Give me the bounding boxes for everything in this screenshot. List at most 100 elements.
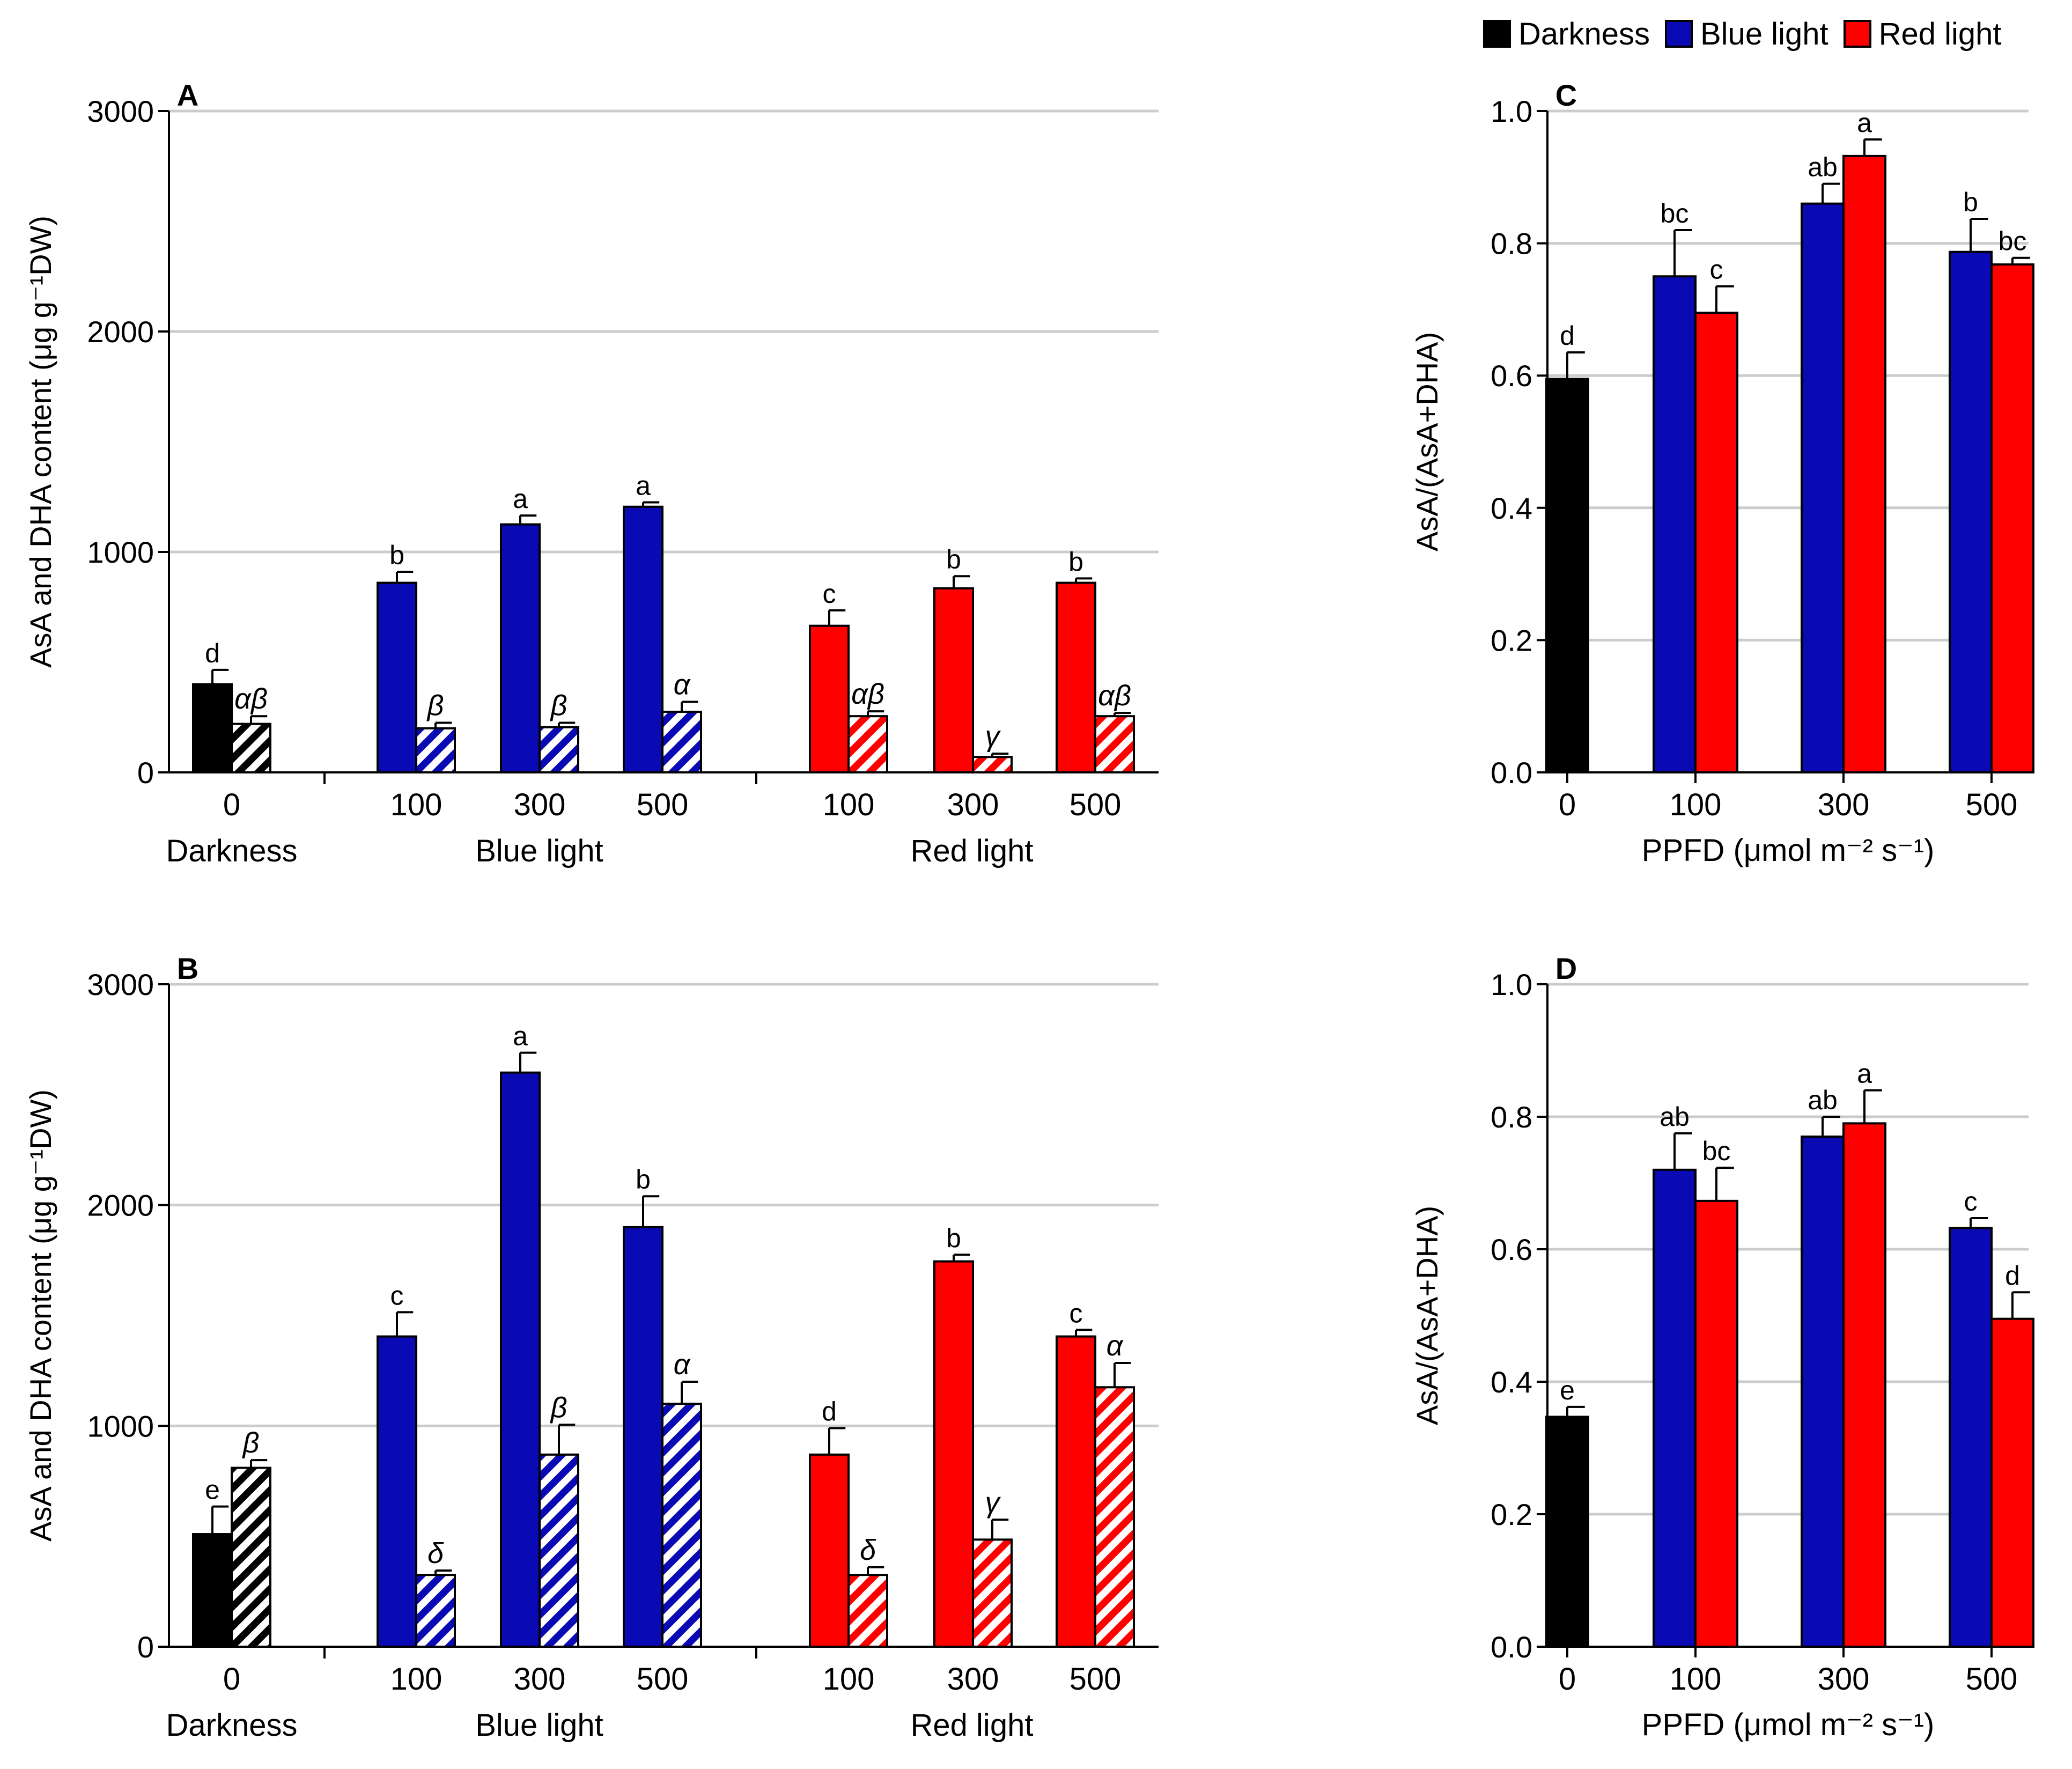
legend-label-blue-light: Blue light — [1700, 16, 1828, 51]
panel-a-dha-significance-label: γ — [985, 720, 1001, 753]
panel-c-blue-light-ratio-significance-label: bc — [1661, 198, 1689, 229]
legend-swatch-darkness — [1483, 20, 1511, 48]
legend-item-darkness: Darkness — [1483, 16, 1650, 52]
panel-a-asa-significance-label: b — [946, 544, 961, 574]
panel-a-group-label-red-light: Red light — [911, 834, 1034, 868]
panel-b-xtick-label: 500 — [1070, 1662, 1122, 1697]
panel-b-ytick-label: 0 — [137, 1630, 154, 1664]
panel-a-ytick-label: 3000 — [87, 94, 154, 128]
panel-b-xtick-label: 300 — [947, 1662, 999, 1697]
panel-d-ytick-label: 0.0 — [1491, 1630, 1532, 1664]
panel-c-blue-light-ratio-significance-label: b — [1963, 187, 1978, 217]
panel-d-darkness-ratio-significance-label: e — [1560, 1375, 1575, 1405]
panel-a-asa-significance-label: b — [389, 540, 404, 570]
panel-d-blue-light-ratio-bar — [1801, 1136, 1845, 1648]
panel-a-dha-significance-label: α — [674, 668, 691, 701]
panel-a-ylabel: AsA and DHA content (μg g⁻¹DW) — [24, 216, 57, 668]
panel-a-dha-bar — [847, 715, 888, 773]
panel-a-dha-bar — [661, 710, 702, 773]
panel-d-ylabel: AsA/(AsA+DHA) — [1410, 1206, 1444, 1425]
panel-a-dha-bar — [539, 726, 579, 773]
panel-c-blue-light-ratio-significance-label: ab — [1808, 152, 1838, 182]
panel-a-dha-significance-label: β — [426, 690, 444, 722]
panel-b-xtick-label: 0 — [223, 1662, 240, 1697]
panel-d-red-light-ratio-significance-label: d — [2005, 1261, 2020, 1291]
panel-b-asa-significance-label: c — [390, 1280, 404, 1310]
panel-b-asa-bar — [623, 1226, 663, 1648]
panel-a-dha-significance-label: αβ — [234, 683, 268, 715]
panel-d-ytick-label: 0.6 — [1491, 1233, 1532, 1266]
panel-b-xtick-label: 100 — [823, 1662, 875, 1697]
panel-a-dha-bar — [1094, 715, 1135, 773]
panel-d-ytick-label: 0.4 — [1491, 1365, 1532, 1399]
panel-c-blue-light-ratio-bar — [1801, 202, 1845, 773]
panel-b-ytick-label: 1000 — [87, 1409, 154, 1443]
panel-b-panel-letter: B — [177, 952, 198, 985]
panel-b-asa-bar — [1056, 1335, 1096, 1648]
panel-a-asa-bar — [500, 523, 541, 773]
panel-a-ytick-label: 2000 — [87, 315, 154, 349]
panel-b-asa-bar — [809, 1453, 850, 1648]
panel-c-red-light-ratio-bar — [1842, 154, 1886, 773]
panel-c-red-light-ratio-significance-label: bc — [1999, 226, 2027, 256]
panel-d-darkness-ratio-bar — [1545, 1416, 1589, 1648]
panel-c-darkness-ratio-significance-label: d — [1560, 321, 1575, 351]
panel-b-dha-significance-label: β — [550, 1391, 567, 1424]
panel-a-asa-bar — [192, 683, 233, 773]
legend-swatch-red-light — [1843, 20, 1871, 48]
panel-b-dha-significance-label: δ — [427, 1537, 444, 1569]
panel-a-asa-bar — [933, 587, 974, 773]
panel-b-asa-bar — [933, 1260, 974, 1648]
panel-b-dha-significance-label: α — [1107, 1330, 1124, 1362]
panel-a-xtick-label: 300 — [947, 787, 999, 822]
panel-c-xtick-label: 500 — [1966, 787, 2018, 822]
panel-c-darkness-ratio-bar — [1545, 378, 1589, 773]
panel-d-red-light-ratio-significance-label: bc — [1702, 1136, 1731, 1166]
panel-a-ytick-label: 1000 — [87, 535, 154, 569]
panel-d-ytick-label: 0.2 — [1491, 1498, 1532, 1531]
panel-a-group-label-blue-light: Blue light — [475, 834, 603, 868]
panel-c-red-light-ratio-significance-label: a — [1857, 108, 1872, 138]
panel-b-xtick-label: 500 — [637, 1662, 689, 1697]
panel-c-ytick-label: 0.0 — [1491, 756, 1532, 790]
panel-b-dha-significance-label: δ — [860, 1534, 876, 1566]
panel-a-asa-bar — [623, 505, 663, 773]
panel-c-ylabel: AsA/(AsA+DHA) — [1410, 332, 1444, 551]
panel-c-xtick-label: 0 — [1559, 787, 1576, 822]
panel-b-asa-significance-label: e — [205, 1475, 220, 1505]
panel-b-asa-significance-label: b — [946, 1223, 961, 1253]
panel-b-dha-bar — [661, 1403, 702, 1648]
panel-b-asa-bar — [377, 1335, 417, 1648]
panel-a-dha-significance-label: αβ — [1098, 680, 1131, 712]
legend-swatch-blue-light — [1664, 20, 1693, 48]
panel-c-red-light-ratio-bar — [1990, 263, 2034, 773]
panel-d-red-light-ratio-bar — [1694, 1199, 1738, 1648]
panel-c-xtick-label: 300 — [1818, 787, 1870, 822]
panel-a-asa-significance-label: d — [205, 638, 220, 668]
panel-a-dha-significance-label: β — [550, 690, 567, 722]
panel-a-xtick-label: 500 — [1070, 787, 1122, 822]
panel-b-dha-significance-label: α — [674, 1348, 691, 1381]
panel-d-xtick-label: 500 — [1966, 1662, 2018, 1697]
panel-b-ytick-label: 2000 — [87, 1189, 154, 1222]
panel-b-dha-bar — [415, 1574, 456, 1648]
panel-b-dha-bar — [539, 1453, 579, 1648]
panel-a-asa-bar — [1056, 581, 1096, 774]
panel-a-ytick-label: 0 — [137, 756, 154, 790]
panel-b-dha-bar — [847, 1574, 888, 1648]
panel-c-blue-light-ratio-bar — [1653, 275, 1697, 773]
panel-a-asa-bar — [809, 624, 850, 774]
panel-d-blue-light-ratio-significance-label: c — [1964, 1186, 1978, 1217]
panel-b-dha-bar — [231, 1466, 271, 1648]
panel-d-xlabel: PPFD (μmol m⁻² s⁻¹) — [1642, 1707, 1935, 1742]
legend-label-darkness: Darkness — [1518, 16, 1650, 51]
panel-d-blue-light-ratio-bar — [1653, 1168, 1697, 1648]
panel-a-asa-significance-label: b — [1068, 547, 1083, 577]
panel-a-asa-bar — [377, 581, 417, 774]
panel-b-group-label-blue-light: Blue light — [475, 1708, 603, 1743]
panel-d-panel-letter: D — [1555, 952, 1577, 985]
